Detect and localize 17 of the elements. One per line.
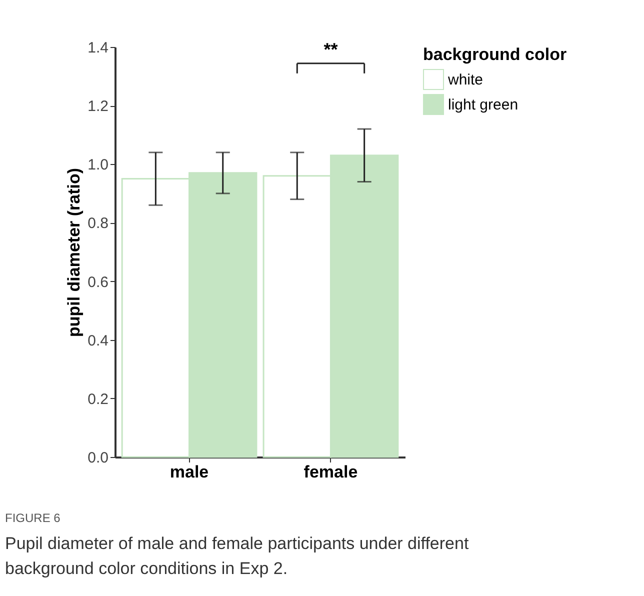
y-tick-label: 1.4 — [88, 40, 108, 56]
y-tick-label: 0.2 — [88, 390, 108, 408]
y-tick-label: 0.0 — [88, 450, 108, 466]
annotation: ** — [324, 39, 338, 60]
y-tick-label: 0.4 — [88, 332, 108, 350]
x-tick-label: female — [304, 462, 358, 482]
caption: FIGURE 6 — [5, 511, 61, 525]
text: Pupil diameter of male and female participants under different background color conditions in Exp 2. — [5, 534, 469, 578]
legend-title: background color — [423, 45, 567, 64]
y-tick-label: 0.6 — [88, 274, 108, 291]
y-axis-title: pupil diameter (ratio) — [64, 168, 84, 338]
y-tick-label: 0.8 — [88, 215, 108, 232]
legend-label: white — [447, 72, 484, 88]
legend-label: light green — [448, 96, 518, 114]
x-tick-label: male — [170, 462, 209, 482]
y-tick-label: 1.2 — [88, 98, 108, 116]
y-tick-label: 1.0 — [88, 156, 108, 174]
